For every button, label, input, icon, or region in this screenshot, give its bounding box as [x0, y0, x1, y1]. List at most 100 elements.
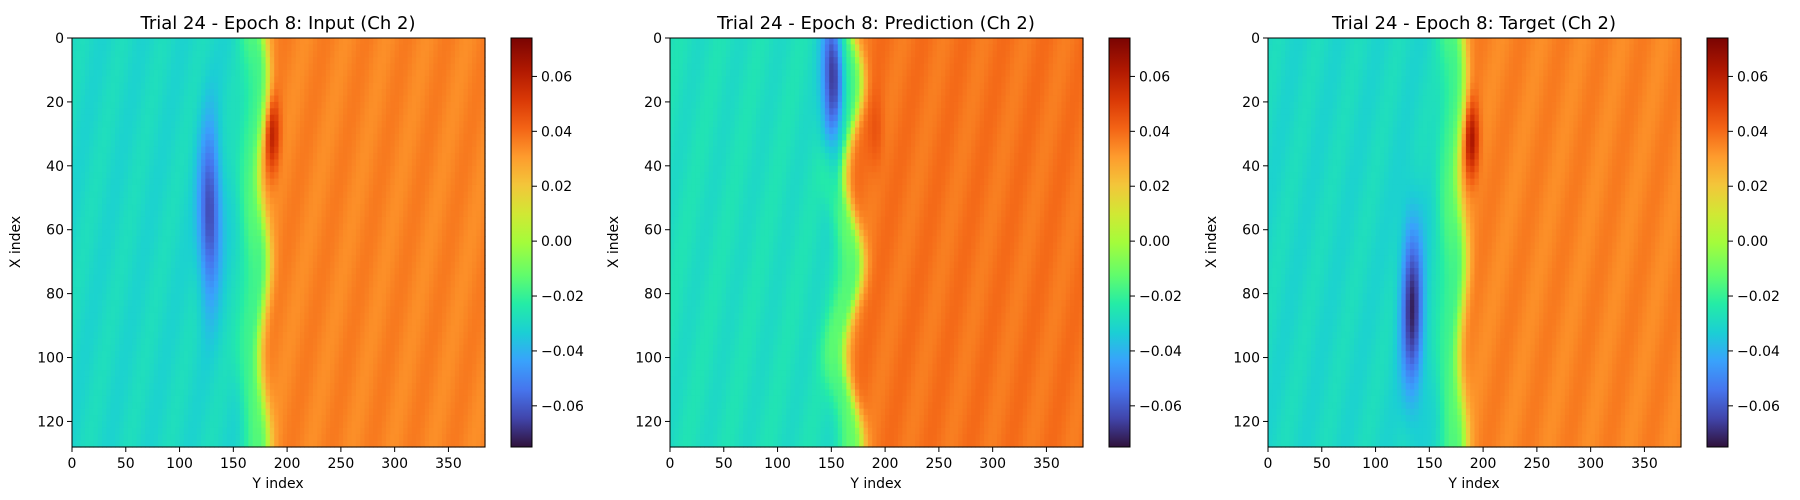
- heatmap-cell: [226, 242, 232, 250]
- heatmap-cell: [123, 312, 129, 320]
- heatmap-cell: [317, 108, 323, 116]
- heatmap-cell: [394, 172, 400, 180]
- heatmap-cell: [93, 82, 99, 90]
- heatmap-cell: [278, 274, 284, 282]
- heatmap-cell: [390, 76, 396, 84]
- heatmap-cell: [321, 197, 327, 205]
- heatmap-cell: [433, 76, 439, 84]
- heatmap-cell: [115, 121, 120, 129]
- heatmap-cell: [145, 287, 151, 295]
- heatmap-cell: [205, 76, 211, 84]
- heatmap-cell: [403, 50, 409, 58]
- heatmap-cell: [239, 306, 245, 314]
- heatmap-cell: [291, 261, 297, 269]
- heatmap-cell: [158, 76, 163, 84]
- heatmap-cell: [351, 351, 357, 359]
- heatmap-cell: [188, 351, 194, 359]
- heatmap-cell: [248, 38, 254, 45]
- heatmap-cell: [239, 261, 245, 269]
- heatmap-cell: [218, 63, 224, 71]
- heatmap-cell: [209, 280, 215, 288]
- heatmap-cell: [476, 274, 482, 282]
- heatmap-cell: [373, 69, 379, 77]
- heatmap-cell: [312, 363, 318, 371]
- heatmap-cell: [72, 363, 77, 371]
- heatmap-cell: [291, 331, 297, 339]
- heatmap-cell: [364, 57, 370, 65]
- heatmap-cell: [140, 363, 146, 371]
- heatmap-cell: [295, 287, 301, 295]
- heatmap-cell: [76, 153, 82, 161]
- heatmap-cell: [226, 95, 232, 103]
- heatmap-cell: [377, 331, 383, 339]
- heatmap-cell: [261, 50, 267, 58]
- heatmap-cell: [472, 325, 477, 333]
- heatmap-cell: [278, 293, 284, 301]
- heatmap-cell: [269, 121, 275, 129]
- heatmap-cell: [97, 248, 103, 256]
- heatmap-cell: [347, 351, 353, 359]
- heatmap-cell: [446, 204, 452, 212]
- heatmap-cell: [360, 191, 366, 199]
- heatmap-cell: [261, 306, 267, 314]
- heatmap-cell: [411, 357, 417, 365]
- heatmap-cell: [226, 338, 232, 346]
- heatmap-cell: [80, 216, 86, 224]
- heatmap-cell: [295, 44, 301, 52]
- heatmap-cell: [467, 223, 473, 231]
- heatmap-cell: [355, 204, 361, 212]
- heatmap-cell: [123, 300, 129, 308]
- heatmap-cell: [330, 210, 336, 218]
- heatmap-cell: [420, 236, 426, 244]
- heatmap-cell: [166, 82, 172, 90]
- heatmap-cell: [433, 50, 439, 58]
- heatmap-cell: [334, 236, 340, 244]
- heatmap-cell: [261, 229, 267, 237]
- heatmap-cell: [472, 146, 477, 154]
- heatmap-cell: [149, 204, 155, 212]
- heatmap-cell: [265, 63, 271, 71]
- heatmap-cell: [355, 287, 361, 295]
- heatmap-cell: [239, 223, 245, 231]
- heatmap-cell: [145, 101, 151, 109]
- heatmap-cell: [209, 38, 215, 45]
- heatmap-cell: [325, 300, 331, 308]
- heatmap-cell: [334, 108, 340, 116]
- heatmap-cell: [132, 306, 138, 314]
- heatmap-cell: [102, 108, 108, 116]
- heatmap-cell: [364, 178, 370, 186]
- heatmap-cell: [437, 95, 443, 103]
- heatmap-cell: [209, 44, 215, 52]
- heatmap-cell: [312, 319, 318, 327]
- heatmap-cell: [183, 287, 189, 295]
- heatmap-cell: [106, 268, 112, 276]
- heatmap-cell: [325, 204, 331, 212]
- heatmap-cell: [209, 178, 215, 186]
- heatmap-cell: [300, 274, 305, 282]
- heatmap-cell: [467, 287, 473, 295]
- heatmap-cell: [312, 293, 318, 301]
- heatmap-cell: [93, 63, 99, 71]
- heatmap-cell: [188, 319, 194, 327]
- heatmap-cell: [218, 255, 224, 263]
- heatmap-cell: [235, 280, 241, 288]
- heatmap-cell: [424, 280, 430, 288]
- heatmap-cell: [291, 159, 297, 167]
- heatmap-cell: [97, 363, 103, 371]
- heatmap-cell: [334, 319, 340, 327]
- heatmap-cell: [454, 274, 460, 282]
- heatmap-cell: [394, 300, 400, 308]
- heatmap-cell: [437, 178, 443, 186]
- heatmap-cell: [80, 370, 86, 378]
- heatmap-cell: [140, 178, 146, 186]
- heatmap-cell: [170, 248, 176, 256]
- heatmap-cell: [420, 357, 426, 365]
- heatmap-cell: [145, 95, 151, 103]
- heatmap-cell: [454, 57, 460, 65]
- heatmap-cell: [213, 300, 219, 308]
- heatmap-cell: [355, 319, 361, 327]
- heatmap-cell: [321, 101, 327, 109]
- heatmap-cell: [265, 127, 271, 135]
- heatmap-cell: [119, 146, 125, 154]
- heatmap-cell: [256, 95, 262, 103]
